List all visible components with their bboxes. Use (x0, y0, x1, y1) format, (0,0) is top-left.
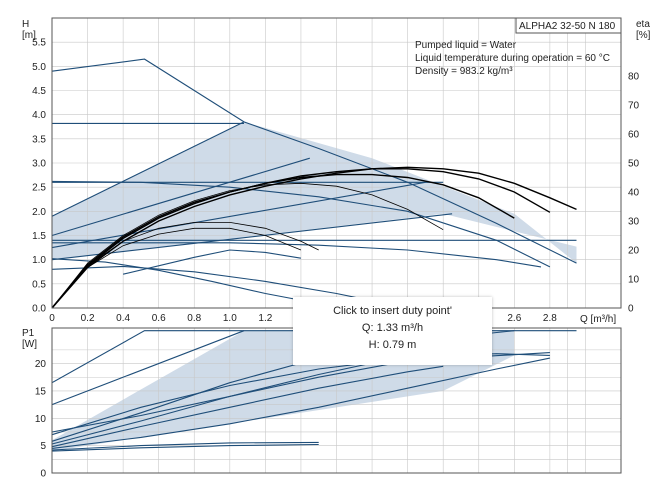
x-tick-label: 1.2 (258, 313, 272, 324)
y-tick-label: 3.5 (32, 134, 46, 145)
y2-tick-label: 80 (628, 72, 640, 83)
top-operating-area (52, 121, 577, 264)
y-tick-label: 1.0 (32, 255, 46, 266)
power-curve (51, 357, 551, 449)
bottom-y-tick-label: 20 (35, 359, 47, 370)
info-line-density: Density = 983.2 kg/m³ (415, 66, 513, 77)
power-curve (51, 441, 319, 451)
x-tick-label: 1.0 (223, 313, 237, 324)
y-tick-label: 4.0 (32, 110, 46, 121)
y-axis-label-p1: P1 [W] (22, 328, 37, 350)
efficiency-curve (51, 173, 515, 309)
bottom-y-tick-label: 5 (40, 441, 46, 452)
power-curve (51, 443, 319, 452)
x-tick-label: 0.4 (116, 313, 130, 324)
duty-point-tooltip[interactable]: Click to insert duty point' Q: 1.33 m³/h… (293, 297, 492, 365)
model-box (515, 17, 622, 34)
y2-tick-label: 60 (628, 130, 640, 141)
power-curve (51, 330, 245, 406)
head-curve (51, 213, 453, 261)
y-tick-label: 0.0 (32, 304, 46, 315)
y2-tick-label: 70 (628, 101, 640, 112)
head-curve (52, 242, 542, 268)
x-tick-label: 2.8 (543, 313, 557, 324)
x-tick-label: 0.8 (187, 313, 201, 324)
y-tick-label: 2.0 (32, 207, 46, 218)
efficiency-curve (51, 222, 319, 309)
x-tick-label: 0 (49, 313, 55, 324)
y-tick-label: 2.5 (32, 183, 46, 194)
head-curve (51, 265, 373, 302)
tooltip-title: Click to insert duty point' (333, 305, 452, 317)
model-name: ALPHA2 32-50 N 180 (519, 21, 616, 32)
head-curve (51, 181, 426, 249)
head-curve (51, 157, 310, 237)
y2-tick-label: 20 (628, 246, 640, 257)
bottom-y-tick-labels: 0 5 10 15 20 (35, 359, 47, 479)
efficiency-curve (51, 182, 444, 309)
y2-tick-label: 50 (628, 159, 640, 170)
info-line-temperature: Liquid temperature during operation = 60… (415, 53, 610, 64)
tooltip-head: H: 0.79 m (368, 339, 417, 351)
y-tick-label: 5.0 (32, 62, 46, 73)
x-tick-label: 0.6 (152, 313, 166, 324)
bottom-y-tick-label: 15 (35, 386, 47, 397)
x-axis-label-q: Q [m³/h] (580, 314, 616, 325)
head-curve (51, 121, 245, 217)
top-shaded-area (52, 121, 577, 264)
efficiency-curve (51, 227, 302, 309)
bottom-y-tick-label: 0 (40, 469, 46, 480)
info-line-liquid: Pumped liquid = Water (415, 40, 517, 51)
y2-tick-label: 10 (628, 275, 640, 286)
y-tick-label: 5.5 (32, 38, 46, 49)
y2-tick-label: 30 (628, 217, 640, 228)
efficiency-curve (51, 168, 551, 309)
top-curves (51, 58, 577, 309)
bottom-y-tick-label: 10 (35, 414, 47, 425)
x-tick-label: 2.6 (507, 313, 521, 324)
top-y2-tick-labels: 0 10 20 30 40 50 60 70 80 (628, 72, 640, 315)
y2-tick-label: 0 (628, 304, 634, 315)
tooltip-flow: Q: 1.33 m³/h (361, 322, 424, 334)
power-curve (51, 353, 550, 436)
head-curve (51, 58, 577, 264)
y-tick-label: 1.5 (32, 231, 46, 242)
x-tick-label: 0.2 (81, 313, 95, 324)
top-y-tick-labels: 0.0 0.5 1.0 1.5 2.0 2.5 3.0 3.5 4.0 4.5 5.0 5.5 (32, 38, 46, 315)
y-axis-label-h: H [m] (22, 19, 36, 41)
head-curve (122, 249, 301, 275)
head-curve (51, 180, 551, 268)
y-tick-label: 3.0 (32, 159, 46, 170)
y2-axis-label-eta: eta [%] (636, 19, 651, 41)
y2-tick-label: 40 (628, 188, 640, 199)
power-curve (51, 365, 444, 448)
y-tick-label: 0.5 (32, 279, 46, 290)
y-tick-label: 4.5 (32, 86, 46, 97)
